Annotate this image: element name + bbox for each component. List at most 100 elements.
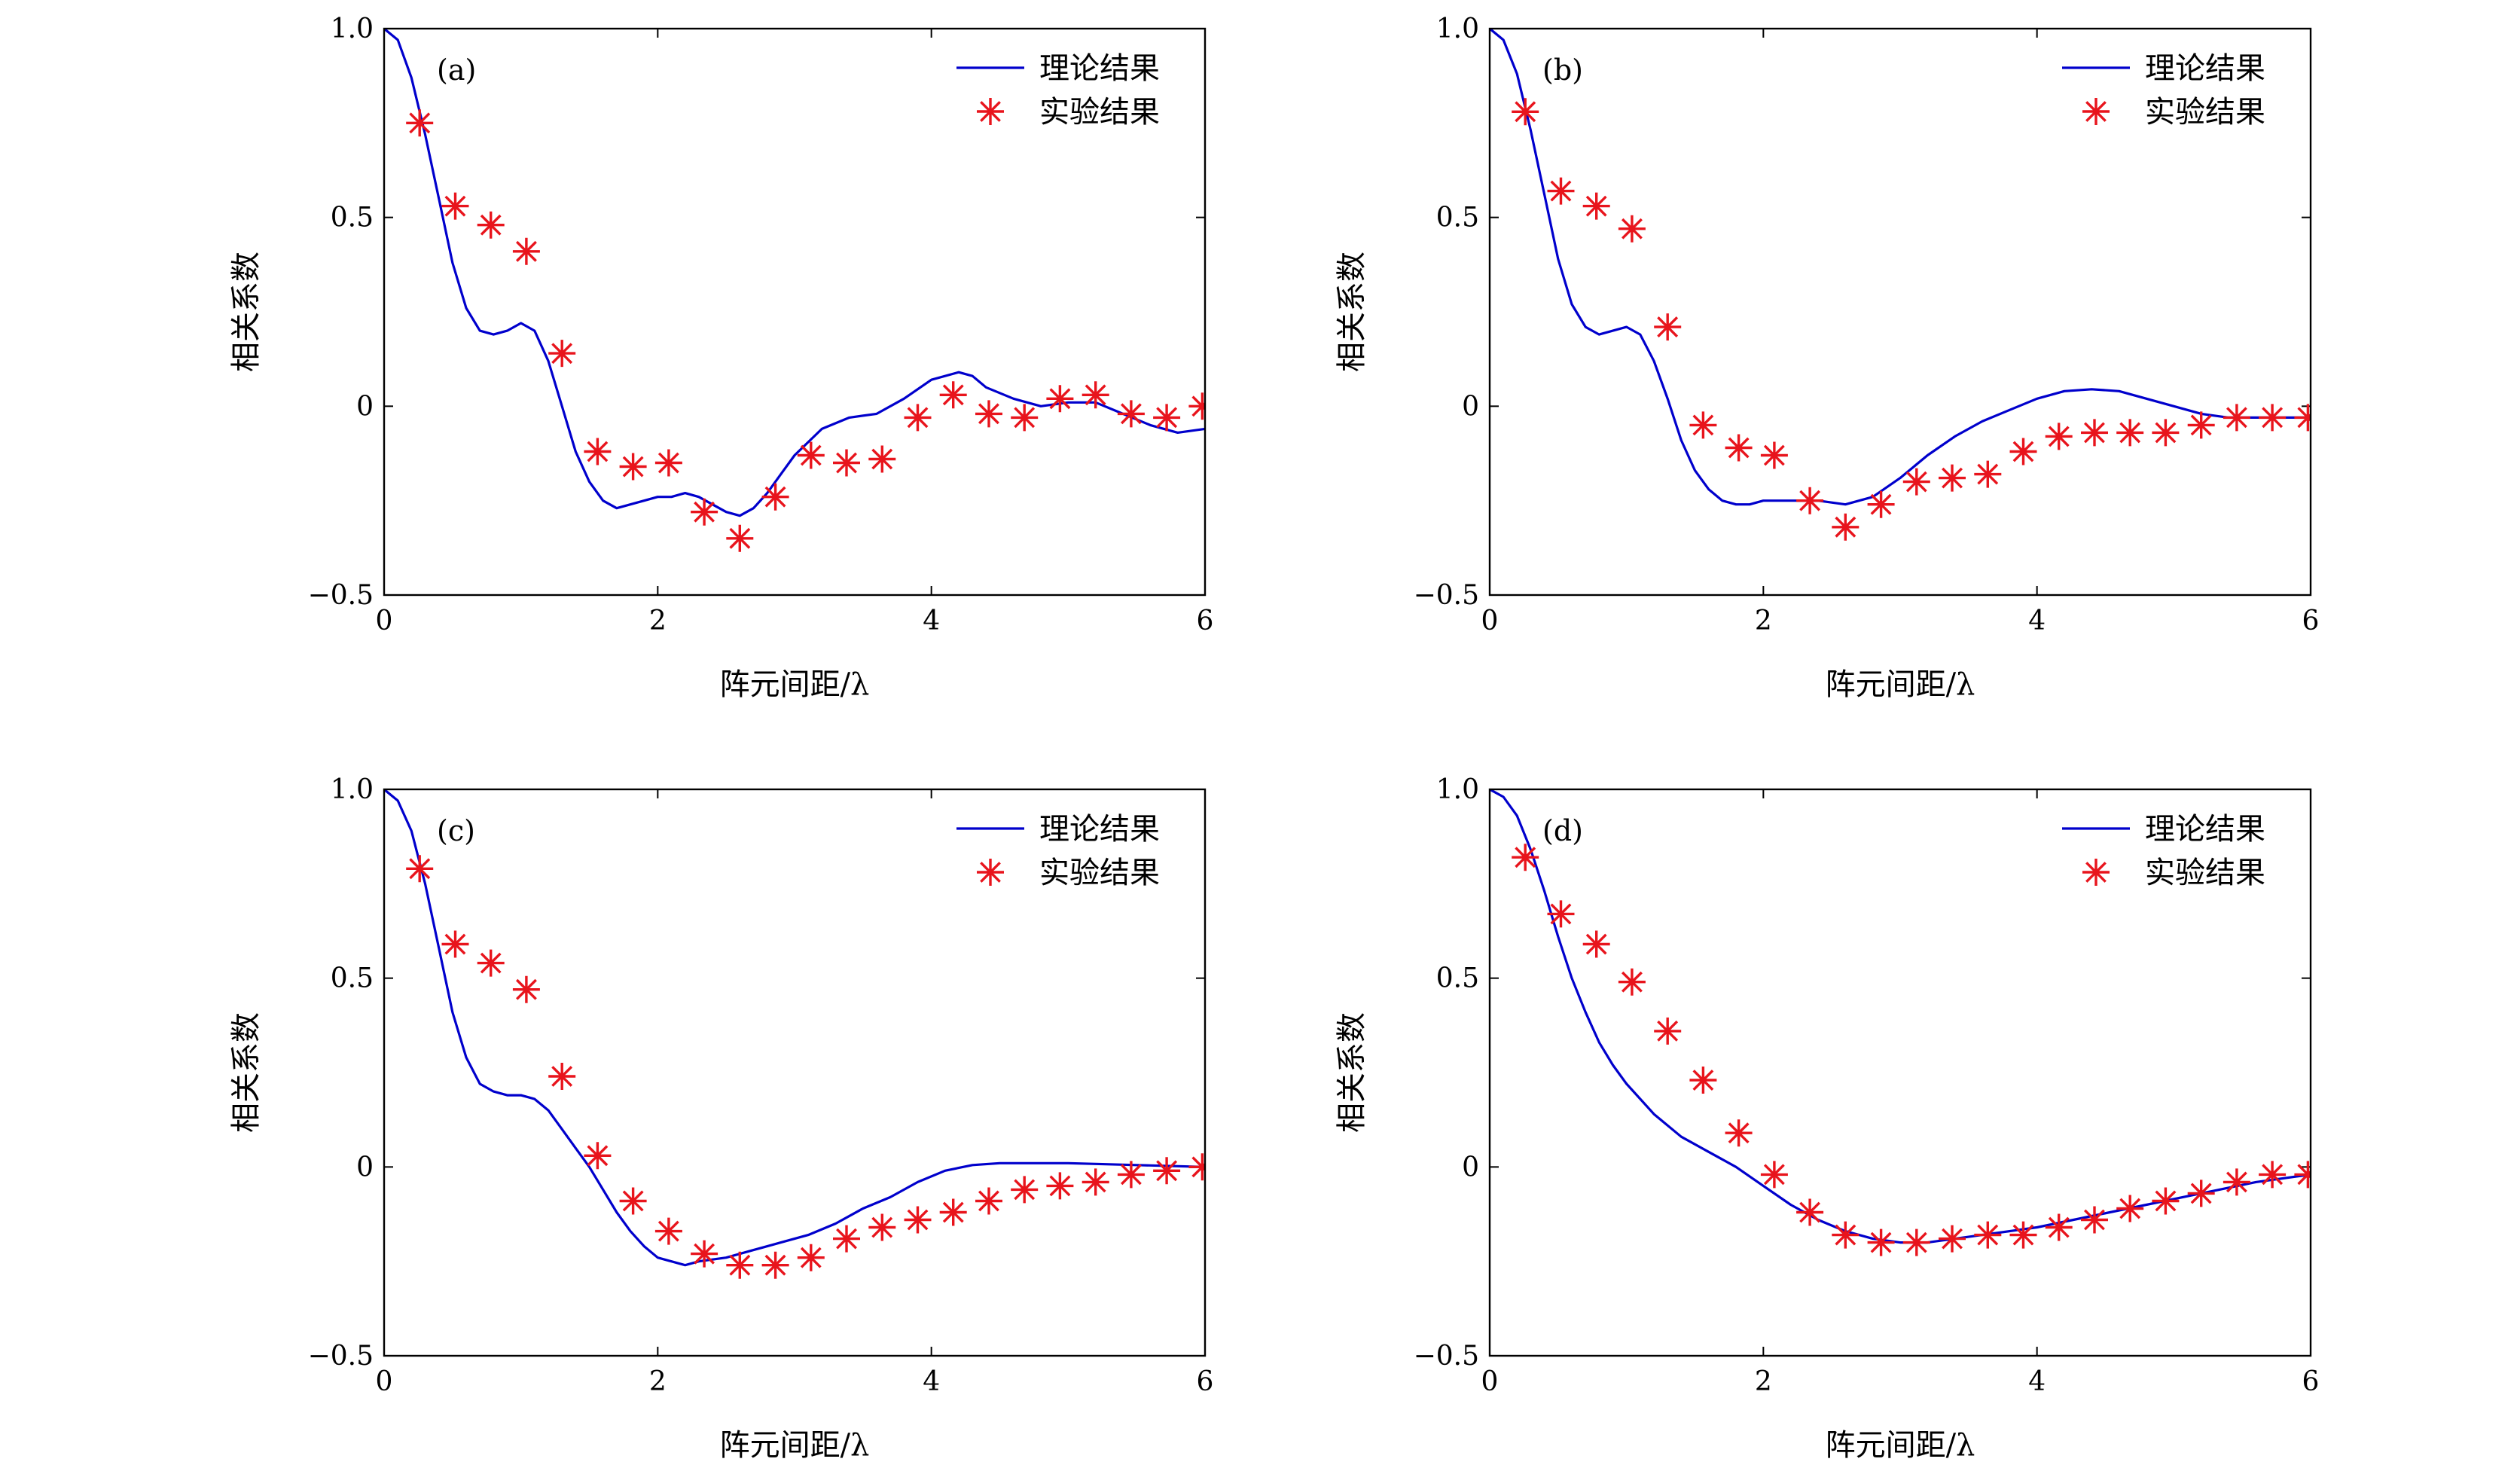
experiment-point	[2259, 1161, 2287, 1189]
experiment-point	[1582, 192, 1610, 220]
experiment-point	[761, 1251, 789, 1279]
experiment-point	[1939, 1225, 1966, 1253]
experiment-point	[1902, 1228, 1930, 1256]
x-tick-label: 6	[2302, 606, 2320, 636]
experiment-point	[868, 445, 896, 473]
y-axis-label: 相关系数	[229, 1012, 264, 1133]
legend-label-experiment: 实验结果	[2145, 95, 2265, 130]
experiment-point	[2081, 419, 2108, 447]
experiment-point	[2009, 438, 2037, 465]
experiment-point	[1117, 400, 1145, 428]
x-axis-label: 阵元间距/λ	[720, 1428, 870, 1463]
experiment-point	[584, 1142, 612, 1170]
y-axis-label: 相关系数	[1335, 252, 1369, 372]
experiment-point	[1512, 844, 1539, 871]
experiment-point	[1188, 392, 1205, 420]
experiment-point	[2045, 1213, 2073, 1241]
y-tick-label: 0	[1462, 391, 1479, 422]
experiment-point	[548, 340, 576, 368]
experiment-point	[975, 400, 1002, 428]
experiment-point	[619, 1187, 647, 1215]
experiment-point	[2152, 419, 2180, 447]
experiment-point	[1902, 468, 1930, 496]
experiment-point	[1974, 460, 2002, 488]
y-axis-label: 相关系数	[229, 252, 264, 372]
experiment-point	[1867, 1228, 1895, 1256]
experiment-point	[1654, 1017, 1682, 1045]
experiment-point	[2116, 419, 2144, 447]
x-tick-label: 4	[2028, 1366, 2046, 1397]
experiment-point	[975, 1187, 1002, 1215]
experiment-point	[1725, 434, 1753, 462]
experiment-point	[761, 483, 789, 511]
experiment-point	[2045, 423, 2073, 450]
experiment-point	[1011, 404, 1039, 432]
legend-label-theory: 理论结果	[2145, 51, 2265, 86]
experiment-point	[406, 855, 434, 883]
y-tick-label: 1.0	[331, 774, 374, 805]
y-tick-label: 0.5	[1436, 203, 1479, 233]
experiment-point	[477, 949, 505, 977]
x-tick-label: 0	[1481, 1366, 1499, 1397]
experiment-point	[2294, 1161, 2311, 1189]
experiment-point	[1867, 490, 1895, 518]
experiment-point	[1046, 1172, 1074, 1200]
legend-label-experiment: 实验结果	[1039, 856, 1160, 890]
x-tick-label: 4	[923, 1366, 940, 1397]
experiment-point	[904, 1206, 932, 1234]
legend-label-experiment: 实验结果	[1039, 95, 1160, 130]
y-tick-label: 1.0	[1436, 774, 1479, 805]
experiment-point	[1082, 1168, 1109, 1196]
experiment-point	[1011, 1176, 1039, 1204]
experiment-point	[1582, 930, 1610, 958]
x-tick-label: 4	[2028, 606, 2046, 636]
experiment-point	[833, 449, 860, 477]
y-tick-label: −0.5	[1414, 1341, 1479, 1372]
experiment-point	[1796, 1198, 1824, 1226]
experiment-point	[726, 524, 754, 552]
experiment-point	[1689, 411, 1717, 439]
experiment-point	[2223, 1168, 2250, 1196]
plot-frame	[1488, 27, 2312, 597]
x-tick-label: 2	[649, 606, 667, 636]
experiment-point	[1188, 1153, 1205, 1181]
y-tick-label: 0.5	[331, 203, 374, 233]
panel-label: (a)	[437, 53, 476, 87]
y-tick-label: 0.5	[331, 963, 374, 994]
experiment-point	[1547, 900, 1575, 928]
plot-area	[1490, 789, 2311, 1256]
y-tick-label: 1.0	[331, 14, 374, 44]
experiment-point	[1832, 1221, 1859, 1249]
y-tick-label: 1.0	[1436, 14, 1479, 44]
y-tick-label: 0	[356, 1152, 374, 1183]
experiment-point	[1725, 1119, 1753, 1147]
experiment-point	[1760, 441, 1788, 469]
experiment-point	[904, 404, 932, 432]
experiment-point	[2152, 1187, 2180, 1215]
experiment-point	[477, 211, 505, 239]
x-tick-label: 0	[376, 1366, 393, 1397]
experiment-point	[797, 441, 825, 469]
legend-asterisk-icon	[977, 859, 1004, 886]
x-tick-label: 6	[2302, 1366, 2320, 1397]
experiment-point	[691, 1240, 718, 1268]
plot-frame	[1488, 788, 2312, 1357]
experiment-point	[441, 192, 469, 220]
experiment-point	[797, 1244, 825, 1271]
y-tick-label: −0.5	[308, 1341, 374, 1372]
x-axis-label: 阵元间距/λ	[720, 667, 870, 702]
theory-curve	[384, 29, 1205, 517]
y-tick-label: 0	[356, 391, 374, 422]
legend-label-theory: 理论结果	[1039, 51, 1160, 86]
x-axis-label: 阵元间距/λ	[1826, 1428, 1975, 1463]
experiment-point	[512, 237, 540, 265]
plot-frame	[383, 27, 1207, 597]
experiment-point	[619, 453, 647, 481]
theory-curve	[1490, 29, 2311, 506]
legend-label-theory: 理论结果	[1039, 812, 1160, 847]
experiment-point	[2081, 1206, 2108, 1234]
